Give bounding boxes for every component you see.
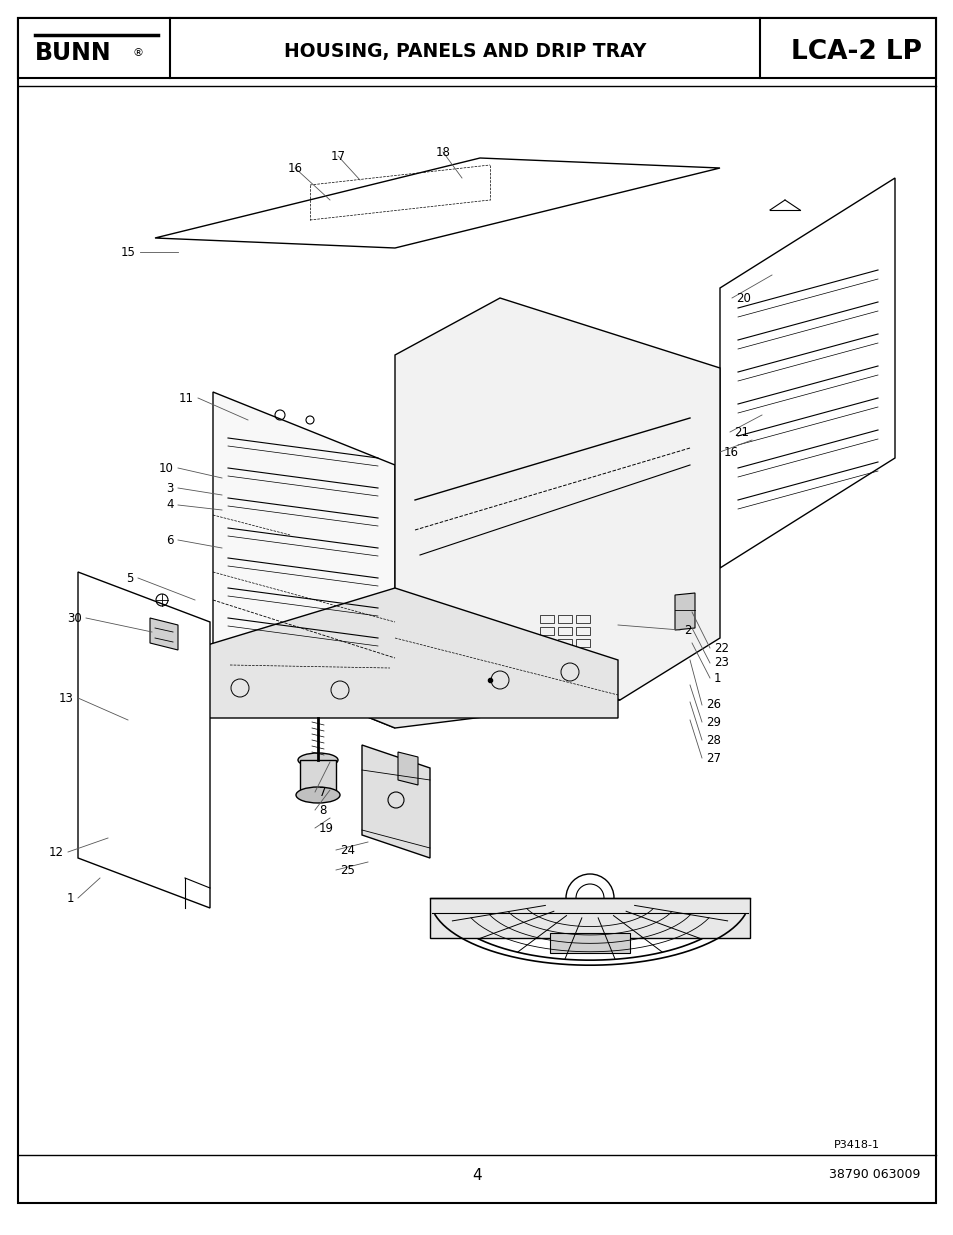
Bar: [558, 615, 572, 622]
Text: 21: 21: [733, 426, 748, 438]
Text: 19: 19: [318, 821, 334, 835]
Text: 24: 24: [339, 844, 355, 857]
Bar: [558, 627, 572, 635]
Text: 29: 29: [705, 715, 720, 729]
Text: 22: 22: [713, 641, 728, 655]
Polygon shape: [154, 158, 720, 248]
Text: 23: 23: [713, 657, 728, 669]
Text: 26: 26: [705, 699, 720, 711]
Bar: [576, 638, 589, 647]
Polygon shape: [158, 588, 618, 718]
Text: 2: 2: [683, 624, 691, 636]
Text: 28: 28: [705, 734, 720, 746]
Text: 16: 16: [287, 162, 302, 174]
Polygon shape: [720, 178, 894, 568]
Ellipse shape: [297, 753, 337, 767]
Text: 30: 30: [67, 611, 82, 625]
Text: 6: 6: [167, 534, 173, 547]
Text: 27: 27: [705, 752, 720, 764]
Polygon shape: [675, 593, 695, 630]
Text: 4: 4: [472, 1167, 481, 1182]
Bar: [558, 638, 572, 647]
Bar: [539, 638, 554, 647]
Text: 11: 11: [179, 391, 193, 405]
Polygon shape: [213, 391, 395, 727]
Text: 15: 15: [121, 246, 136, 258]
Bar: [299, 760, 335, 795]
Bar: [539, 627, 554, 635]
Text: 13: 13: [59, 692, 74, 704]
Text: 4: 4: [167, 499, 173, 511]
Polygon shape: [397, 752, 417, 785]
Polygon shape: [78, 572, 210, 908]
Text: 1: 1: [713, 672, 720, 684]
Polygon shape: [395, 298, 720, 700]
Bar: [539, 615, 554, 622]
Text: 16: 16: [723, 446, 739, 458]
Bar: [576, 615, 589, 622]
Polygon shape: [213, 629, 619, 727]
Polygon shape: [361, 745, 430, 858]
Bar: [18, 19, 935, 78]
Text: 3: 3: [167, 482, 173, 494]
Text: 5: 5: [127, 572, 133, 584]
Text: 38790 063009: 38790 063009: [828, 1168, 919, 1182]
Text: 1: 1: [67, 892, 74, 904]
Text: 12: 12: [49, 846, 64, 858]
Text: ®: ®: [132, 48, 144, 58]
Text: 10: 10: [159, 462, 173, 474]
Bar: [576, 627, 589, 635]
Polygon shape: [446, 903, 733, 960]
Text: 7: 7: [318, 785, 326, 799]
Text: 25: 25: [339, 863, 355, 877]
Text: LCA-2 LP: LCA-2 LP: [791, 40, 922, 65]
Text: 17: 17: [330, 149, 345, 163]
Polygon shape: [150, 618, 178, 650]
Text: 18: 18: [436, 146, 450, 158]
Polygon shape: [550, 932, 629, 953]
Text: BUNN: BUNN: [35, 41, 112, 65]
Text: HOUSING, PANELS AND DRIP TRAY: HOUSING, PANELS AND DRIP TRAY: [283, 42, 645, 62]
Ellipse shape: [295, 787, 339, 803]
Polygon shape: [430, 898, 749, 939]
Text: 20: 20: [735, 291, 750, 305]
Text: P3418-1: P3418-1: [833, 1140, 879, 1150]
Text: 8: 8: [318, 804, 326, 816]
